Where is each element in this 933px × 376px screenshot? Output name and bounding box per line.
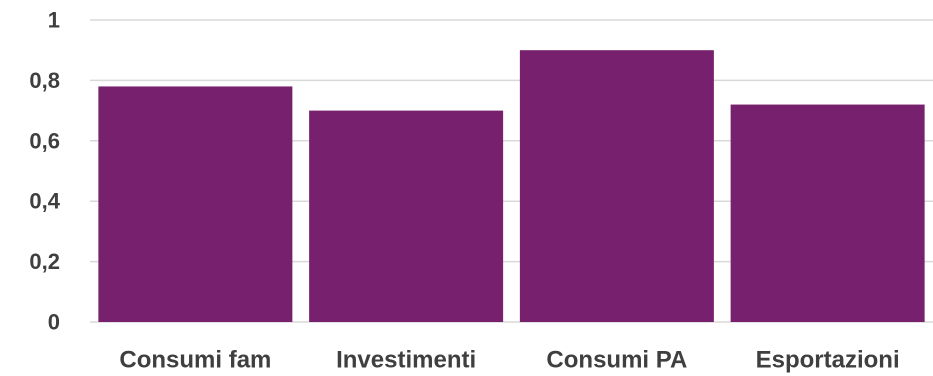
bar — [730, 104, 925, 322]
y-tick-label: 0,4 — [29, 189, 60, 214]
x-category-label: Esportazioni — [756, 347, 900, 374]
y-axis-tick-labels: 0 0,2 0,4 0,6 0,8 1 — [29, 8, 60, 335]
bar — [519, 50, 714, 322]
bars — [98, 50, 925, 322]
y-tick-label: 0,6 — [29, 128, 60, 153]
bar — [309, 110, 504, 322]
y-tick-label: 0,8 — [29, 68, 60, 93]
bar — [98, 86, 293, 322]
x-category-label: Consumi fam — [119, 347, 271, 374]
y-tick-label: 0,2 — [29, 249, 60, 274]
x-category-label: Consumi PA — [546, 347, 687, 374]
y-tick-label: 0 — [48, 310, 60, 335]
x-category-label: Investimenti — [336, 347, 476, 374]
x-axis-category-labels: Consumi fam Investimenti Consumi PA Esporta… — [119, 347, 899, 374]
y-tick-label: 1 — [48, 8, 60, 33]
